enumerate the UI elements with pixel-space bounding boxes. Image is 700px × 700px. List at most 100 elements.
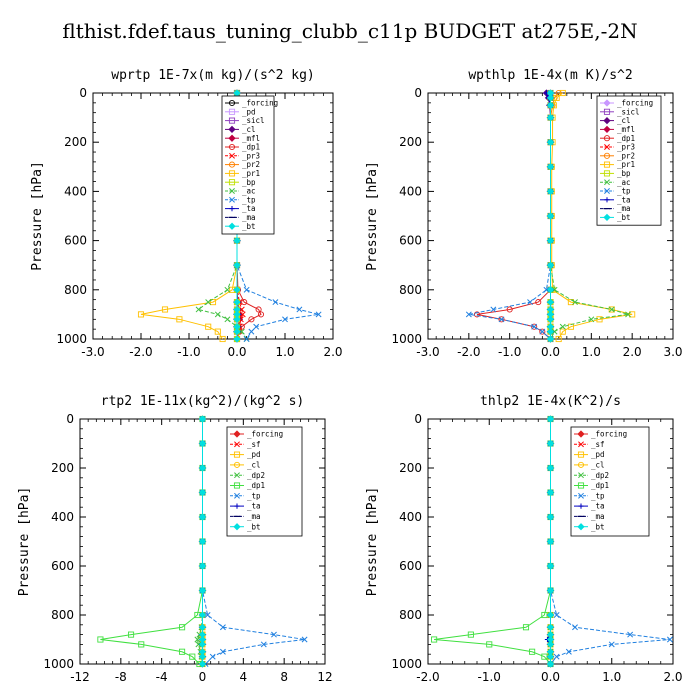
legend-marker — [228, 179, 236, 186]
legend-item: _pr2 — [600, 151, 635, 160]
data-point — [179, 624, 186, 631]
data-point — [546, 611, 555, 619]
legend-marker — [229, 206, 235, 212]
legend-item: _ta — [600, 195, 631, 204]
y-tick-label: 600 — [51, 559, 74, 573]
legend-item: _pd — [225, 107, 256, 116]
x-tick-label: 3.0 — [663, 345, 682, 359]
legend-marker — [578, 441, 584, 448]
data-point — [233, 315, 241, 323]
series-bt — [546, 89, 555, 343]
legend-marker — [228, 125, 236, 134]
legend: _forcing_sf_pd _cl_dp2_dp1_tp _ta_ma_bt — [226, 426, 303, 537]
legend-item: _dp2 — [574, 471, 609, 480]
legend-marker — [604, 197, 610, 203]
legend-label: _sicl — [242, 116, 265, 125]
x-tick-label: 0 — [199, 670, 207, 684]
legend-item: _pr2 — [225, 160, 260, 169]
data-point — [551, 286, 558, 293]
legend-label: _mfl — [242, 134, 260, 143]
legend-item: _dp1 — [225, 143, 260, 152]
legend-label: _bt — [591, 522, 605, 531]
data-point — [219, 335, 226, 343]
x-tick-label: 0.0 — [541, 670, 560, 684]
legend-label: _bt — [247, 522, 261, 531]
data-point — [546, 562, 555, 570]
x-tick-label: 12 — [317, 670, 332, 684]
legend-item: _bt — [225, 222, 256, 231]
y-tick-label: 400 — [51, 510, 74, 524]
panel-title: thlp2 1E-4x(K^2)/s — [480, 394, 621, 409]
data-point — [198, 513, 207, 521]
data-point — [588, 316, 595, 323]
legend-item: _sicl — [225, 116, 265, 125]
panel-2: wpthlp 1E-4x(m K)/s^2 Pressure [hPa] -3.0 -… — [365, 68, 683, 359]
y-tick-label: 600 — [399, 234, 422, 248]
legend-item: _pr1 — [600, 160, 635, 169]
data-point — [176, 316, 183, 323]
legend-label: _pr1 — [617, 160, 635, 169]
legend-label: _pr2 — [617, 151, 635, 160]
legend-marker — [578, 472, 584, 479]
legend-item: _cl — [230, 461, 261, 470]
data-point — [465, 311, 472, 318]
legend-item: _ma — [574, 512, 605, 521]
legend-item: _forcing — [230, 430, 283, 439]
data-point — [539, 328, 546, 335]
data-point — [272, 299, 279, 306]
data-point — [506, 306, 513, 313]
data-point — [608, 306, 615, 313]
figure-title: flthist.fdef.taus_tuning_clubb_c11p BUDG… — [62, 19, 637, 43]
legend-item: _forcing — [600, 99, 653, 108]
y-tick-label: 200 — [64, 135, 87, 149]
data-point — [315, 311, 322, 318]
panel-title: rtp2 1E-11x(kg^2)/(kg^2 s) — [101, 394, 305, 409]
data-point — [97, 636, 104, 643]
series-bt — [198, 415, 207, 668]
legend-item: _pr3 — [600, 143, 635, 152]
legend-marker — [604, 179, 610, 186]
data-point — [546, 101, 555, 109]
y-axis-label: Pressure [hPa] — [30, 161, 45, 271]
data-point — [243, 286, 250, 293]
data-point — [546, 315, 555, 323]
legend-label: _pd — [591, 450, 605, 459]
y-tick-label: 400 — [399, 510, 422, 524]
y-tick-label: 600 — [399, 559, 422, 573]
legend: _forcing_sf_pd _cl_dp2_dp1_tp _ta_ma_bt — [570, 426, 650, 537]
data-point — [195, 306, 202, 313]
data-point — [224, 316, 231, 323]
legend-label: _ma — [242, 213, 256, 222]
legend-item: _cl — [600, 116, 631, 125]
data-point — [195, 641, 202, 648]
legend-label: _forcing — [247, 430, 283, 439]
legend-item: _pr3 — [225, 151, 260, 160]
legend-label: _bt — [617, 213, 631, 222]
data-point — [241, 299, 248, 306]
legend-marker — [233, 523, 241, 531]
data-point — [198, 537, 207, 546]
data-point — [473, 311, 481, 318]
legend-label: _ma — [617, 204, 631, 213]
legend-marker — [234, 441, 240, 448]
x-tick-label: 0.0 — [541, 345, 560, 359]
legend-item: _ta — [225, 204, 256, 213]
data-point — [546, 653, 555, 661]
data-point — [543, 286, 550, 293]
series-line — [434, 419, 551, 665]
legend-label: _forcing — [617, 99, 653, 108]
legend-item: _dp2 — [230, 471, 265, 480]
legend-item: _tp — [225, 195, 256, 204]
data-point — [546, 113, 555, 122]
legend-item: _forcing — [225, 99, 278, 108]
data-point — [527, 299, 534, 306]
data-point — [198, 439, 207, 448]
legend-marker — [228, 99, 236, 107]
legend-label: _ta — [591, 502, 605, 511]
x-tick-label: -3.0 — [81, 345, 104, 359]
data-point — [233, 236, 241, 245]
legend-label: _ta — [617, 195, 631, 204]
x-tick-label: -8 — [115, 670, 127, 684]
y-tick-label: 0 — [414, 86, 422, 100]
legend-marker — [228, 222, 236, 230]
